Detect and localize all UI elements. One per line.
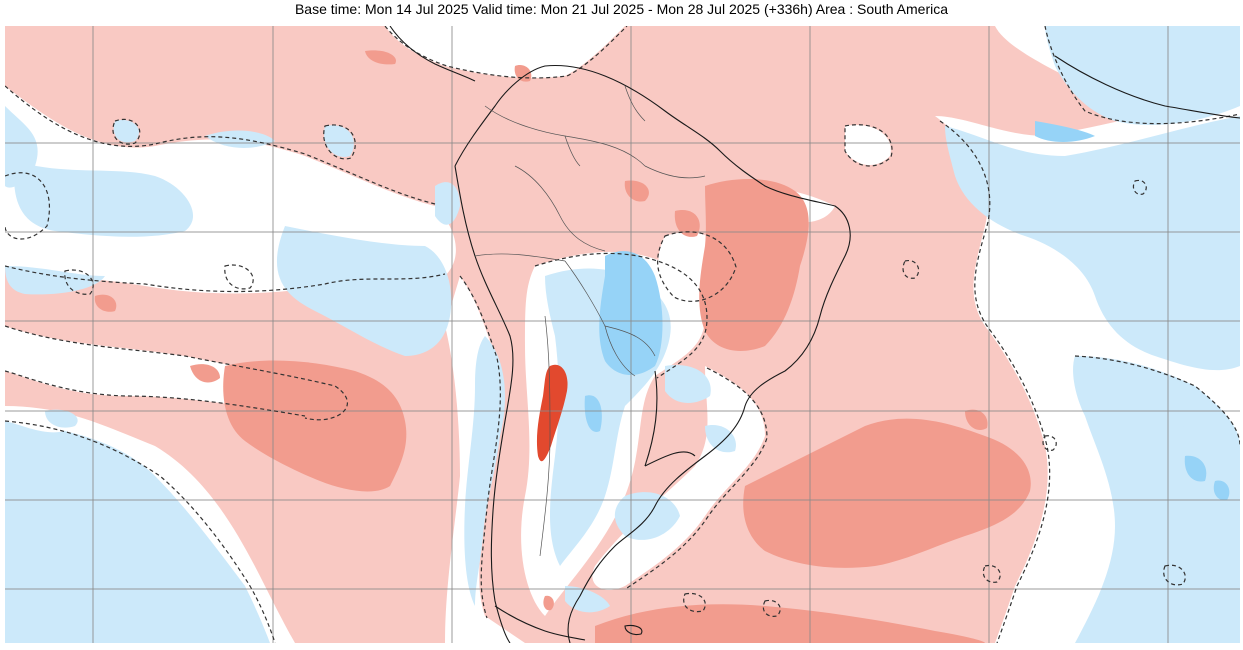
country-borders [474, 85, 706, 557]
warm-extreme-region [536, 364, 568, 462]
warm-strong-regions [94, 50, 1031, 643]
coastlines [389, 26, 1240, 643]
map-canvas [5, 26, 1240, 643]
map-title: Base time: Mon 14 Jul 2025 Valid time: M… [294, 1, 949, 17]
anomaly-map [5, 26, 1240, 643]
lat-lon-grid [5, 26, 1240, 643]
